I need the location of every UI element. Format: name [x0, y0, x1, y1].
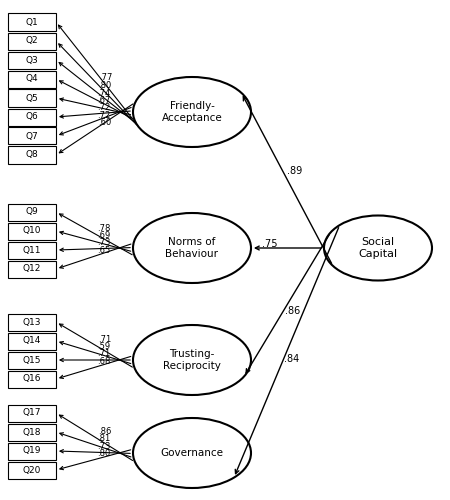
Text: Q16: Q16 — [23, 374, 41, 384]
Text: Q6: Q6 — [26, 112, 38, 122]
FancyBboxPatch shape — [8, 32, 56, 50]
Ellipse shape — [133, 213, 251, 283]
FancyBboxPatch shape — [8, 14, 56, 30]
Text: Q14: Q14 — [23, 336, 41, 345]
Text: .72: .72 — [97, 104, 110, 112]
FancyBboxPatch shape — [8, 242, 56, 258]
Text: .80: .80 — [99, 81, 112, 90]
Ellipse shape — [133, 418, 251, 488]
FancyBboxPatch shape — [8, 462, 56, 478]
FancyBboxPatch shape — [8, 204, 56, 220]
Text: .59: .59 — [97, 342, 110, 351]
Text: Social
Capital: Social Capital — [359, 237, 397, 259]
Text: Q11: Q11 — [23, 246, 41, 254]
Text: Q13: Q13 — [23, 318, 41, 326]
FancyBboxPatch shape — [8, 260, 56, 278]
Text: Governance: Governance — [161, 448, 224, 458]
FancyBboxPatch shape — [8, 370, 56, 388]
FancyBboxPatch shape — [8, 52, 56, 68]
Ellipse shape — [324, 216, 432, 280]
Text: .89: .89 — [288, 166, 303, 176]
Text: Q5: Q5 — [26, 94, 38, 102]
FancyBboxPatch shape — [8, 442, 56, 460]
Text: .86: .86 — [284, 306, 300, 316]
Text: Q10: Q10 — [23, 226, 41, 235]
Text: .72: .72 — [97, 111, 110, 120]
Text: Q19: Q19 — [23, 446, 41, 456]
Text: Q1: Q1 — [26, 18, 38, 26]
Text: .78: .78 — [98, 224, 111, 232]
Text: .69: .69 — [97, 231, 110, 240]
Text: Friendly-
Acceptance: Friendly- Acceptance — [162, 101, 222, 123]
Text: Q8: Q8 — [26, 150, 38, 160]
Ellipse shape — [133, 77, 251, 147]
Text: .60: .60 — [98, 118, 111, 127]
FancyBboxPatch shape — [8, 352, 56, 368]
Text: Q7: Q7 — [26, 132, 38, 140]
Text: .80: .80 — [97, 449, 110, 458]
Text: .71: .71 — [97, 350, 110, 358]
Text: Q4: Q4 — [26, 74, 38, 84]
FancyBboxPatch shape — [8, 314, 56, 330]
FancyBboxPatch shape — [8, 128, 56, 144]
FancyBboxPatch shape — [8, 90, 56, 106]
Text: .65: .65 — [97, 246, 110, 254]
Text: .74: .74 — [98, 88, 111, 98]
Text: Norms of
Behaviour: Norms of Behaviour — [166, 237, 219, 259]
Text: Q3: Q3 — [26, 56, 38, 64]
FancyBboxPatch shape — [8, 70, 56, 88]
Text: Q9: Q9 — [26, 208, 38, 216]
Text: Q20: Q20 — [23, 466, 41, 474]
Text: Q12: Q12 — [23, 264, 41, 274]
Text: .71: .71 — [98, 335, 111, 344]
FancyBboxPatch shape — [8, 332, 56, 349]
Text: Q18: Q18 — [23, 428, 41, 436]
Text: .84: .84 — [284, 354, 299, 364]
FancyBboxPatch shape — [8, 424, 56, 440]
Text: .73: .73 — [97, 238, 110, 248]
Ellipse shape — [133, 325, 251, 395]
Text: Q15: Q15 — [23, 356, 41, 364]
Text: .77: .77 — [99, 74, 113, 82]
FancyBboxPatch shape — [8, 222, 56, 240]
FancyBboxPatch shape — [8, 108, 56, 126]
Text: .68: .68 — [97, 357, 110, 366]
FancyBboxPatch shape — [8, 146, 56, 164]
Text: .75: .75 — [262, 239, 277, 249]
Text: Q2: Q2 — [26, 36, 38, 46]
Text: Q17: Q17 — [23, 408, 41, 418]
Text: Trusting-
Reciprocity: Trusting- Reciprocity — [163, 349, 221, 371]
Text: .73: .73 — [97, 442, 110, 450]
FancyBboxPatch shape — [8, 404, 56, 421]
Text: .81: .81 — [97, 434, 110, 444]
Text: .67: .67 — [97, 96, 110, 105]
Text: .86: .86 — [98, 427, 111, 436]
